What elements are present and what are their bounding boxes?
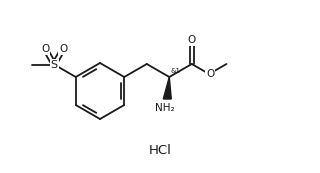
Text: HCl: HCl bbox=[148, 144, 172, 157]
Polygon shape bbox=[163, 77, 171, 99]
Text: S: S bbox=[51, 60, 58, 70]
Text: O: O bbox=[41, 44, 49, 54]
Text: O: O bbox=[188, 35, 196, 45]
Text: NH₂: NH₂ bbox=[156, 103, 175, 113]
Text: O: O bbox=[59, 44, 67, 54]
Text: &1: &1 bbox=[170, 68, 180, 74]
Text: O: O bbox=[206, 69, 214, 79]
